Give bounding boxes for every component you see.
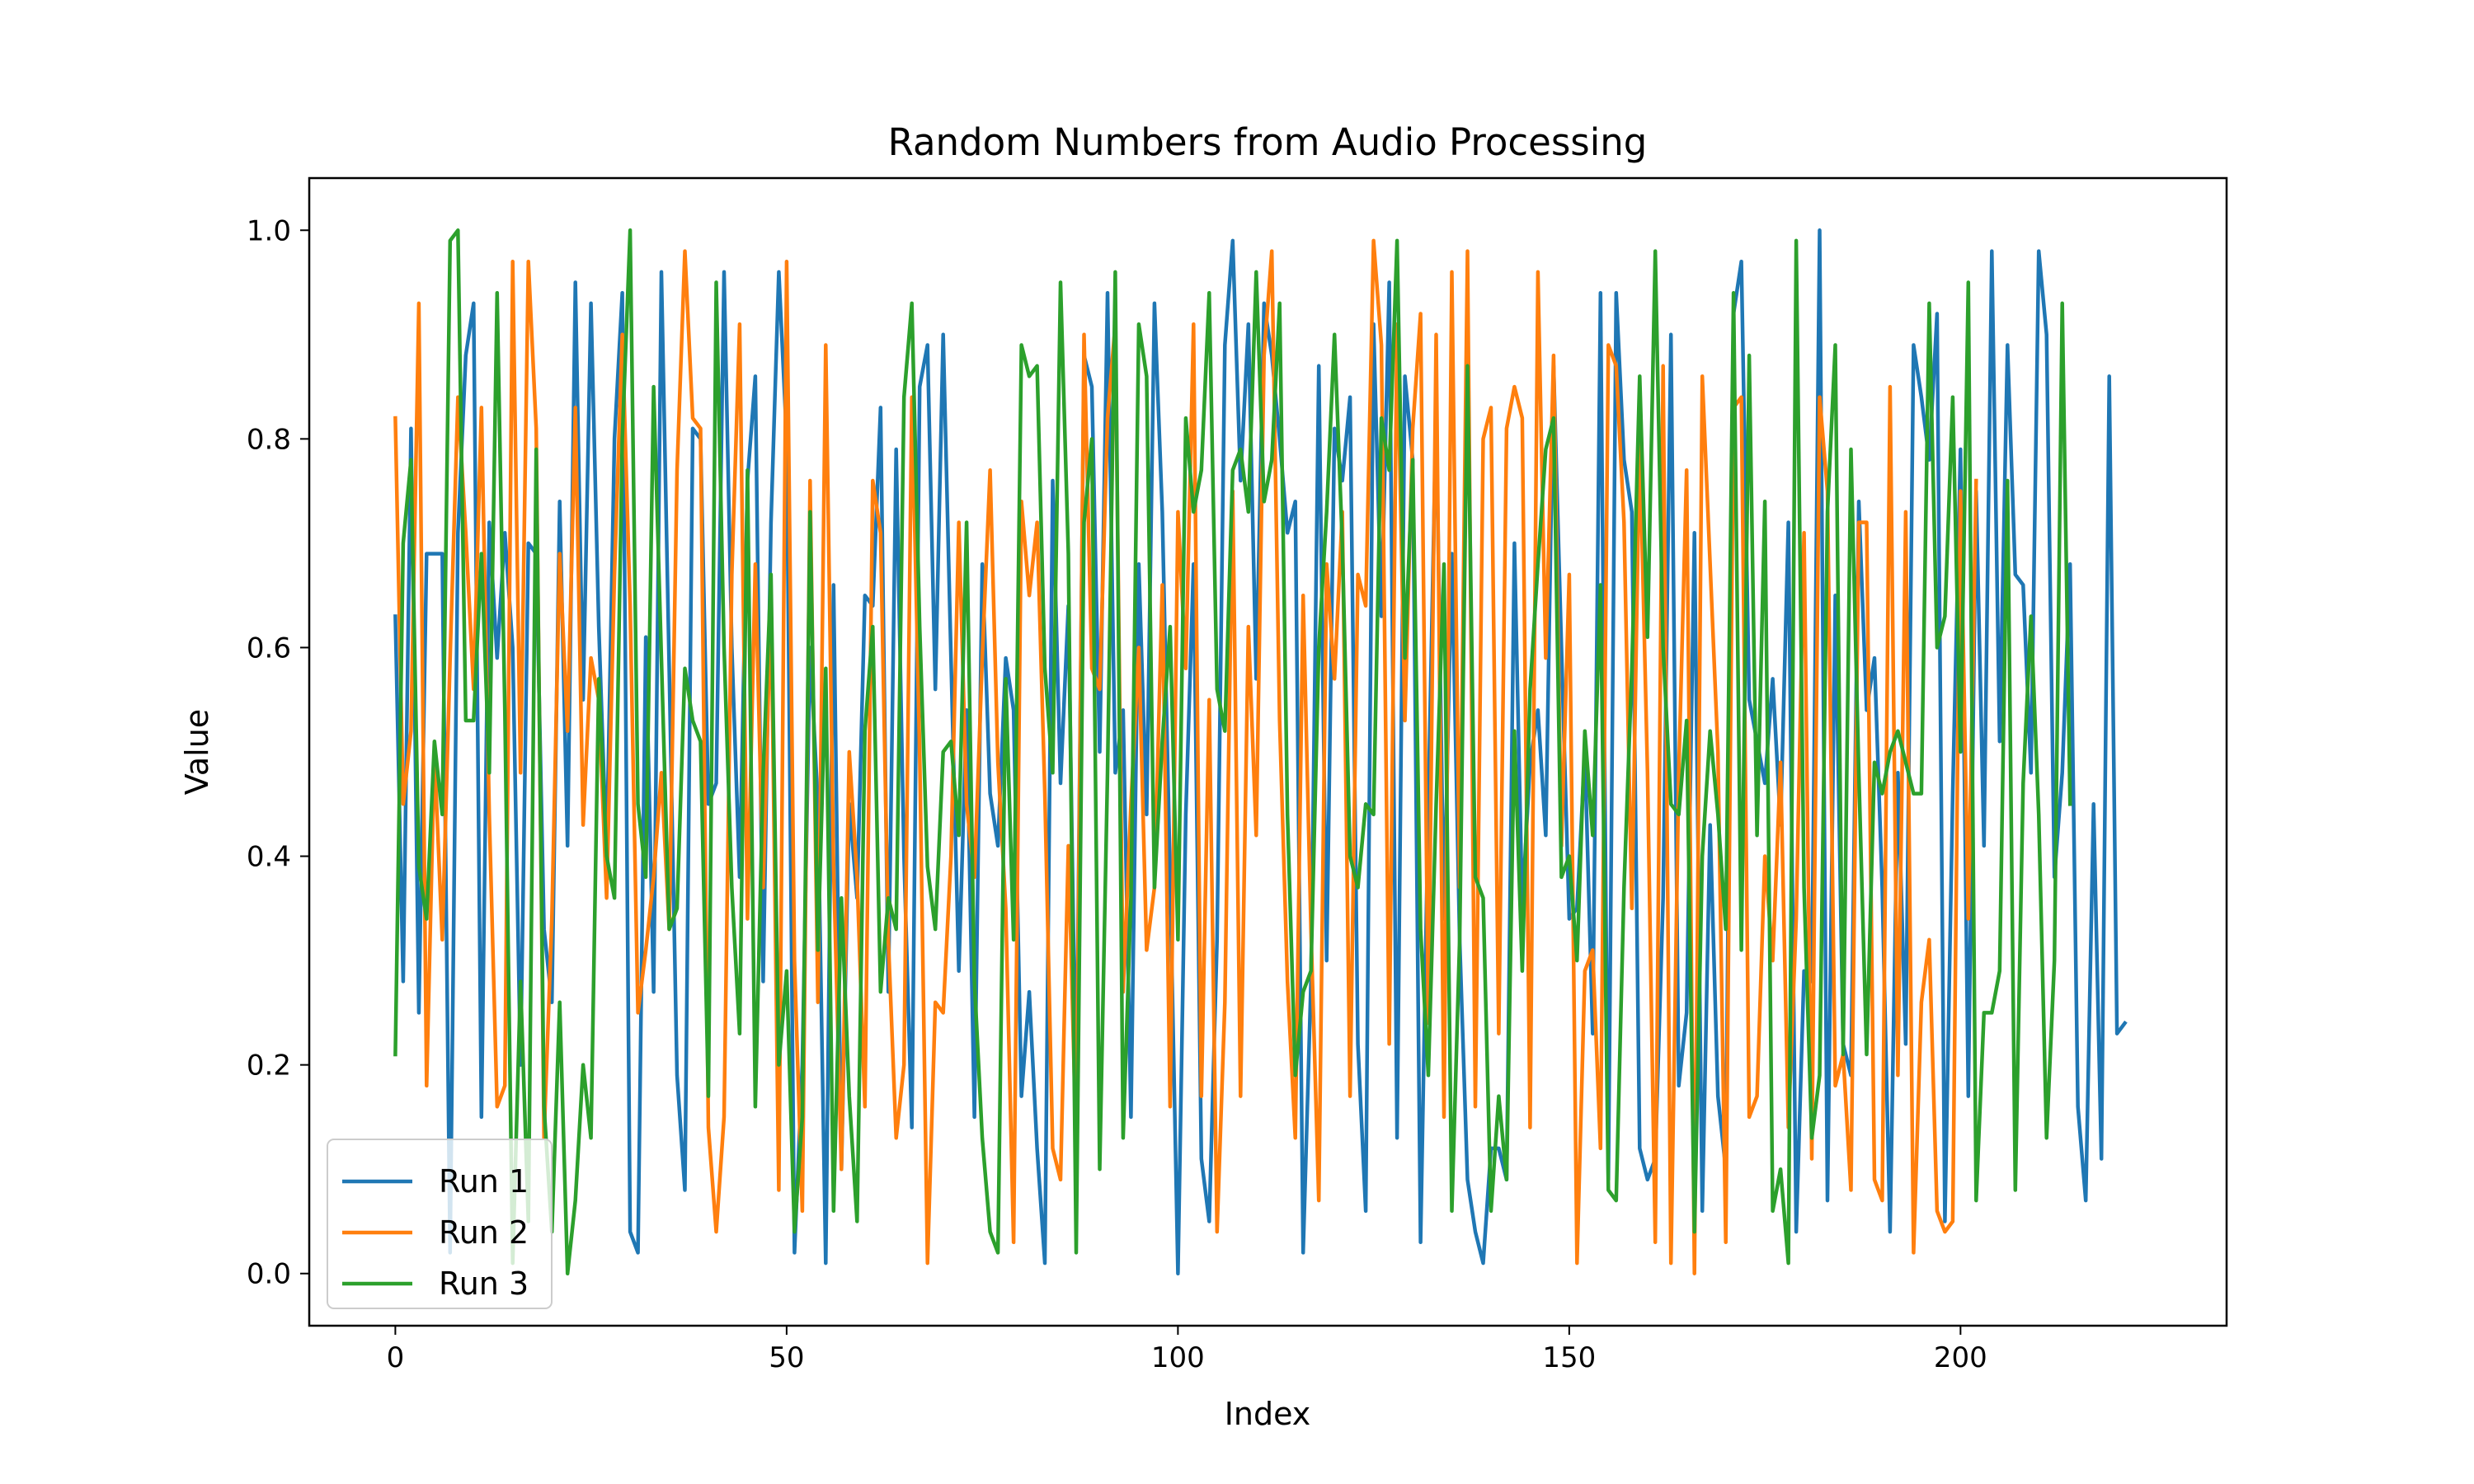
series-layer — [393, 228, 2128, 1275]
y-tick-label: 0.0 — [247, 1258, 291, 1291]
x-tick-label: 100 — [1151, 1341, 1205, 1374]
legend-label-run-1: Run 1 — [439, 1163, 529, 1200]
legend-label-run-2: Run 2 — [439, 1214, 529, 1251]
series-line-run-3 — [393, 228, 2072, 1275]
series-line-run-2 — [393, 238, 1978, 1275]
y-tick-label: 0.4 — [247, 841, 291, 874]
plot-frame — [308, 176, 2228, 1327]
y-tick-label: 0.8 — [247, 423, 291, 456]
x-tick-label: 150 — [1542, 1341, 1596, 1374]
y-tick-label: 0.6 — [247, 632, 291, 665]
x-tick-label: 50 — [769, 1341, 804, 1374]
chart-title: Random Numbers from Audio Processing — [888, 120, 1648, 164]
y-axis: 0.0 0.2 0.4 0.6 0.8 1.0 — [247, 214, 309, 1291]
x-tick-label: 0 — [387, 1341, 405, 1374]
x-axis-label: Index — [1225, 1396, 1311, 1432]
y-tick-label: 0.2 — [247, 1050, 291, 1082]
legend: Run 1 Run 2 Run 3 — [327, 1139, 553, 1309]
x-axis: 0 50 100 150 200 — [387, 1326, 1987, 1374]
x-tick-label: 200 — [1934, 1341, 1987, 1374]
y-axis-label: Value — [179, 709, 215, 795]
legend-label-run-3: Run 3 — [439, 1266, 529, 1302]
y-tick-label: 1.0 — [247, 214, 291, 247]
